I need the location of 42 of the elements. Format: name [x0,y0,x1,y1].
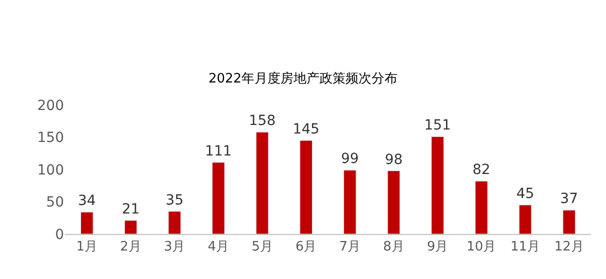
data-label: 82 [472,162,490,178]
x-tick-label: 1月 [76,240,98,255]
data-label: 151 [424,118,451,134]
x-tick-label: 9月 [426,240,448,255]
x-tick-label: 8月 [383,240,404,255]
bar [518,204,532,234]
y-tick-label: 50 [46,194,64,211]
y-tick-label: 200 [37,98,64,114]
x-tick-label: 10月 [466,240,496,255]
x-tick-label: 11月 [510,240,540,255]
x-tick-label: 4月 [208,240,230,255]
chart-title: 2022年月度房地产政策频次分布 [208,70,398,87]
x-tick-label: 6月 [295,240,317,255]
bar [80,212,94,234]
bar [344,170,356,234]
data-label: 37 [560,191,578,208]
bar [212,162,225,234]
data-label: 34 [78,193,96,210]
bar [124,220,138,234]
data-label: 99 [341,151,359,168]
data-label: 145 [292,121,320,138]
x-tick-label: 7月 [339,240,361,255]
y-tick-label: 100 [37,162,64,178]
bar [475,180,488,234]
data-label: 98 [384,152,403,168]
bar [562,210,576,234]
bar [168,211,181,234]
x-tick-label: 2月 [120,240,142,255]
bar [387,170,400,234]
x-tick-label: 3月 [164,240,186,255]
x-tick-label: 12月 [554,240,584,255]
y-tick-label: 0 [55,226,64,243]
y-tick-label: 150 [37,130,64,146]
bar [300,140,312,234]
data-label: 45 [516,186,534,202]
data-label: 158 [248,113,276,130]
data-label: 35 [166,192,184,208]
x-tick-label: 5月 [252,240,273,255]
bar [431,136,444,234]
data-label: 21 [122,201,140,218]
bar [256,132,269,234]
data-label: 111 [205,143,232,160]
